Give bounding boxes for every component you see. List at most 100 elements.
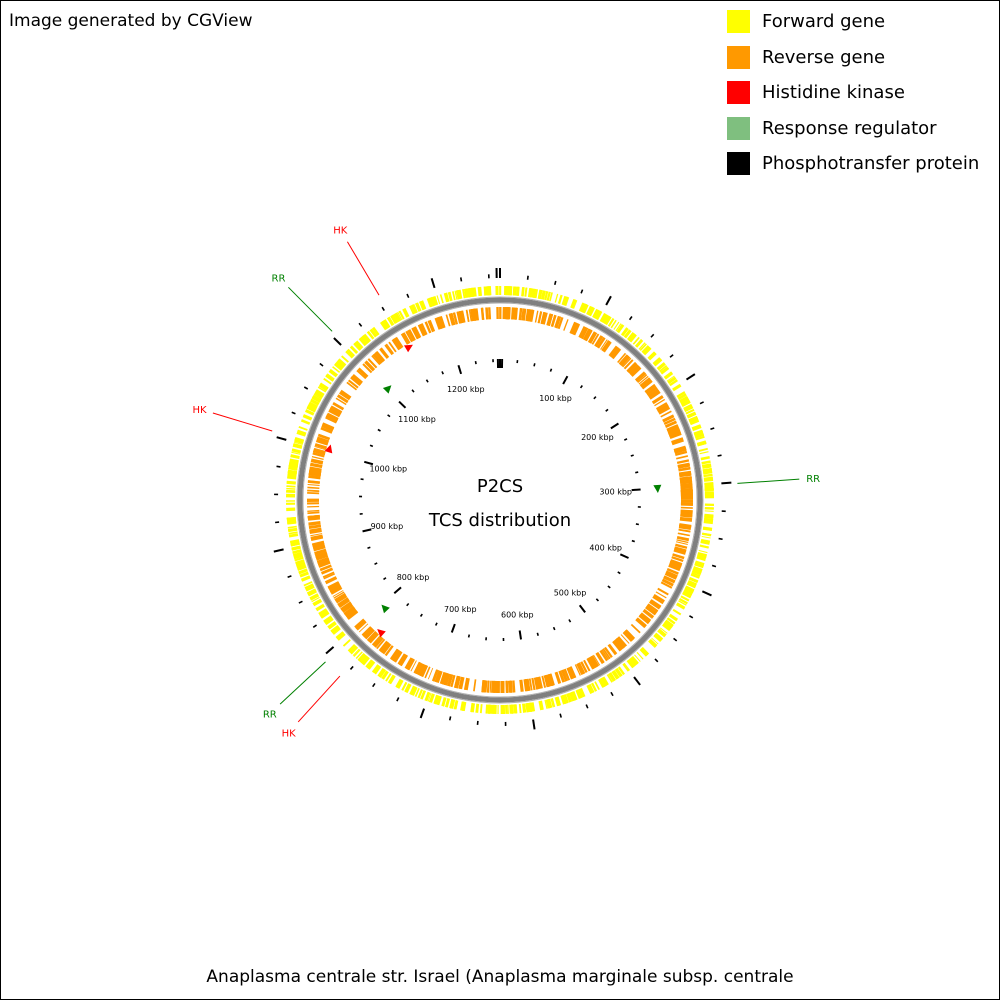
forward-gene-mark	[615, 323, 622, 332]
forward-gene-mark	[562, 694, 568, 704]
reverse-gene-mark	[583, 659, 591, 672]
forward-gene-mark	[393, 314, 399, 323]
outer-major-tick	[721, 481, 732, 485]
outer-minor-tick	[554, 280, 557, 286]
reverse-gene-mark	[397, 653, 406, 665]
forward-gene-mark	[300, 419, 311, 425]
forward-gene-mark	[355, 340, 364, 349]
reverse-gene-mark	[680, 483, 693, 487]
forward-gene-mark	[704, 485, 714, 488]
forward-gene-mark	[660, 366, 670, 375]
forward-gene-mark	[313, 393, 323, 400]
forward-gene-mark	[342, 639, 351, 647]
reverse-gene-mark	[327, 581, 340, 589]
forward-gene-mark	[398, 310, 405, 320]
forward-gene-mark	[512, 286, 516, 296]
reverse-gene-mark	[376, 638, 386, 650]
inner-minor-tick	[617, 571, 621, 575]
reverse-gene-mark	[674, 450, 688, 457]
reverse-gene-mark	[473, 679, 477, 692]
forward-gene-mark	[589, 683, 595, 693]
forward-gene-mark	[358, 653, 367, 663]
reverse-gene-mark	[308, 476, 321, 480]
forward-gene-mark	[687, 579, 698, 587]
reverse-gene-mark	[362, 363, 373, 374]
outer-minor-tick	[699, 401, 704, 405]
forward-gene-mark	[377, 668, 385, 677]
reverse-gene-mark	[316, 437, 329, 445]
forward-gene-mark	[465, 288, 469, 298]
forward-gene-mark	[315, 604, 325, 610]
forward-gene-mark	[629, 657, 638, 666]
reverse-gene-mark	[646, 386, 658, 396]
reverse-gene-mark	[679, 479, 693, 483]
forward-gene-mark	[586, 305, 592, 315]
forward-gene-mark	[610, 319, 617, 329]
forward-gene-mark	[566, 693, 571, 703]
forward-gene-mark	[672, 608, 682, 616]
reverse-gene-mark	[382, 643, 392, 655]
reverse-gene-mark	[308, 469, 322, 475]
reverse-gene-mark	[321, 424, 334, 432]
forward-gene-mark	[654, 358, 663, 367]
reverse-gene-mark	[487, 680, 490, 693]
reverse-gene-mark	[343, 605, 355, 615]
reverse-gene-mark	[366, 631, 378, 642]
forward-gene-mark	[702, 527, 713, 531]
reverse-gene-mark	[317, 433, 331, 441]
outer-major-tick	[701, 590, 712, 597]
reverse-gene-mark	[538, 676, 543, 689]
outer-minor-tick	[717, 454, 722, 457]
forward-gene-mark	[371, 664, 379, 673]
forward-gene-mark	[361, 335, 369, 345]
reverse-gene-mark	[308, 525, 322, 530]
forward-gene-mark	[703, 471, 713, 475]
forward-gene-mark	[336, 360, 345, 368]
forward-gene-mark	[452, 291, 456, 301]
inner-minor-tick	[568, 619, 572, 623]
reverse-gene-mark	[641, 379, 653, 389]
forward-gene-mark	[287, 472, 297, 477]
reverse-gene-mark	[413, 661, 422, 674]
forward-gene-mark	[586, 684, 594, 695]
reverse-gene-mark	[669, 431, 682, 440]
forward-gene-mark	[293, 554, 304, 560]
inner-minor-tick	[552, 626, 556, 631]
reverse-gene-mark	[310, 534, 323, 539]
outer-minor-tick	[448, 716, 452, 721]
forward-gene-mark	[472, 287, 477, 297]
forward-gene-mark	[635, 339, 643, 348]
reverse-gene-mark	[525, 678, 529, 692]
reverse-gene-mark	[680, 506, 693, 509]
forward-gene-mark	[319, 610, 328, 616]
reverse-gene-mark	[427, 319, 436, 333]
forward-gene-mark	[291, 451, 301, 455]
outer-minor-tick	[650, 333, 655, 338]
forward-gene-mark	[578, 302, 584, 312]
forward-gene-mark	[297, 429, 307, 435]
forward-gene-mark	[360, 655, 369, 665]
inner-minor-tick	[434, 622, 438, 626]
reverse-gene-mark	[335, 594, 348, 604]
forward-gene-mark	[691, 572, 701, 577]
reverse-gene-mark	[469, 308, 475, 322]
reverse-gene-mark	[310, 461, 323, 465]
forward-gene-mark	[288, 465, 298, 471]
forward-gene-mark	[545, 699, 551, 709]
forward-gene-mark	[314, 391, 324, 399]
reverse-gene-mark	[542, 675, 547, 688]
forward-gene-mark	[641, 345, 651, 354]
forward-gene-mark	[292, 549, 302, 554]
forward-gene-mark	[471, 703, 476, 713]
forward-gene-mark	[700, 538, 711, 544]
outer-major-tick	[633, 676, 641, 686]
forward-gene-mark	[656, 362, 666, 371]
forward-gene-mark	[703, 473, 713, 477]
forward-gene-mark	[444, 292, 450, 303]
outer-minor-tick	[585, 704, 589, 709]
reverse-gene-mark	[586, 658, 594, 670]
forward-gene-mark	[528, 702, 532, 712]
reverse-gene-mark	[608, 643, 618, 655]
forward-gene-mark	[286, 517, 296, 520]
reverse-gene-mark	[417, 324, 426, 337]
